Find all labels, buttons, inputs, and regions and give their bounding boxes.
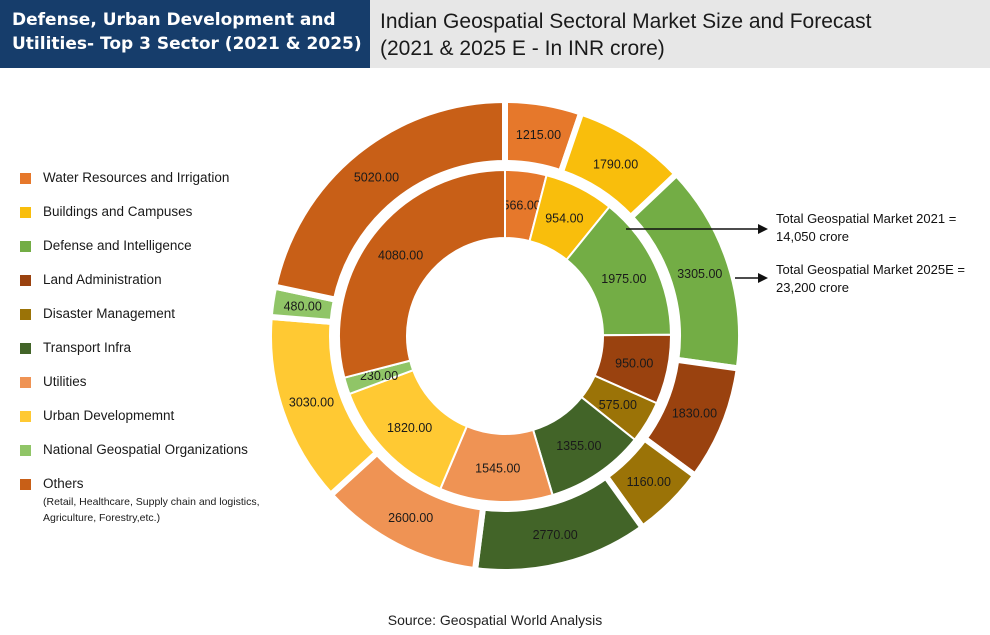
slice-2025E-9 <box>270 96 508 304</box>
annotation-arrow-head-0 <box>758 224 768 234</box>
chart-title-line1: Indian Geospatial Sectoral Market Size a… <box>380 10 872 33</box>
ring-outer-2025E: 1215.00 1790.00 3305.00 1830.00 1160.00 2770.… <box>266 96 744 575</box>
slice-label-2021-4: 575.00 <box>599 398 637 412</box>
slice-label-2021-6: 1545.00 <box>475 461 520 475</box>
legend-swatch <box>20 343 31 354</box>
legend-swatch <box>20 241 31 252</box>
legend-swatch <box>20 479 31 490</box>
chart-title-line2: (2021 & 2025 E - In INR crore) <box>380 37 665 60</box>
header-right-title: Indian Geospatial Sectoral Market Size a… <box>370 0 990 68</box>
legend-label: Disaster Management <box>43 306 176 321</box>
legend-swatch <box>20 445 31 456</box>
slice-label-2021-8: 230.00 <box>360 369 398 383</box>
slice-label-2025E-0: 1215.00 <box>516 128 561 142</box>
annotation-2025-line2: 23,200 crore <box>776 280 849 295</box>
annotation-total-2021: Total Geospatial Market 2021 = 14,050 cr… <box>776 210 956 246</box>
slice-label-2025E-2: 3305.00 <box>677 267 722 281</box>
slice-label-2025E-3: 1830.00 <box>672 406 717 420</box>
header-left-line2: Utilities- Top 3 Sector (2021 & 2025) <box>12 34 362 54</box>
slice-label-2025E-1: 1790.00 <box>593 157 638 171</box>
legend-others-note: (Retail, Healthcare, Supply chain and lo… <box>43 496 260 524</box>
slice-label-2021-0: 566.00 <box>503 199 541 213</box>
slice-label-2025E-8: 480.00 <box>284 300 322 314</box>
legend-label: Others <box>43 476 84 491</box>
ring-inner-2021: 566.00 954.00 1975.00 950.00 575.00 1355.00 15… <box>338 168 673 503</box>
legend-swatch <box>20 207 31 218</box>
annotation-total-2025: Total Geospatial Market 2025E = 23,200 c… <box>776 261 965 297</box>
slice-label-2025E-9: 5020.00 <box>354 170 399 184</box>
legend-swatch <box>20 377 31 388</box>
legend-label: Transport Infra <box>43 340 132 355</box>
slice-label-2025E-5: 2770.00 <box>533 528 578 542</box>
annotation-arrow-head-1 <box>758 273 768 283</box>
annotation-2021-line2: 14,050 crore <box>776 229 849 244</box>
legend-label: Defense and Intelligence <box>43 238 192 253</box>
slice-label-2021-1: 954.00 <box>545 212 583 226</box>
legend-label: Buildings and Campuses <box>43 204 193 219</box>
slice-2021-9 <box>338 168 506 379</box>
legend-label: National Geospatial Organizations <box>43 442 248 457</box>
legend-swatch <box>20 309 31 320</box>
header-left-banner: Defense, Urban Development and Utilities… <box>0 0 370 68</box>
slice-label-2021-3: 950.00 <box>615 356 653 370</box>
legend-swatch <box>20 411 31 422</box>
slice-label-2021-5: 1355.00 <box>556 439 601 453</box>
legend-swatch <box>20 275 31 286</box>
slice-label-2025E-6: 2600.00 <box>388 511 433 525</box>
legend-label: Urban Developmemnt <box>43 408 175 423</box>
slice-label-2025E-4: 1160.00 <box>627 475 671 489</box>
header-left-line1: Defense, Urban Development and <box>12 10 336 30</box>
slice-label-2025E-7: 3030.00 <box>289 396 334 410</box>
legend-label: Land Administration <box>43 272 162 287</box>
slice-label-2021-9: 4080.00 <box>378 249 423 263</box>
slice-label-2021-7: 1820.00 <box>387 421 432 435</box>
legend-swatch <box>20 173 31 184</box>
legend-label: Water Resources and Irrigation <box>43 170 230 185</box>
annotation-2021-line1: Total Geospatial Market 2021 = <box>776 211 957 226</box>
annotation-2025-line1: Total Geospatial Market 2025E = <box>776 262 965 277</box>
slice-label-2021-2: 1975.00 <box>601 272 646 286</box>
legend-label: Utilities <box>43 374 87 389</box>
source-note: Source: Geospatial World Analysis <box>387 612 603 628</box>
